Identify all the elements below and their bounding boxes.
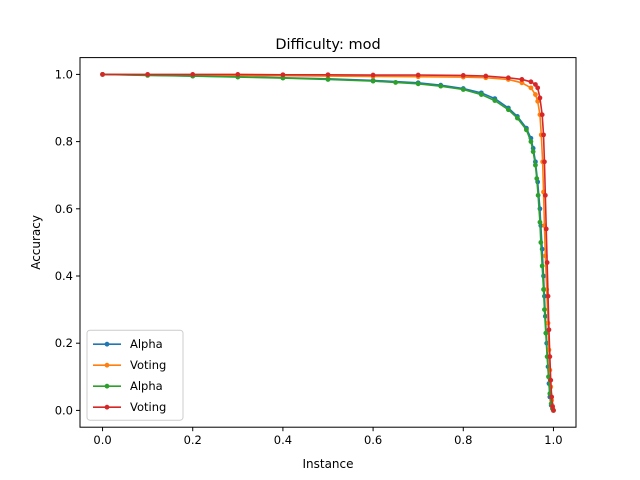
series-3-point	[551, 408, 556, 413]
x-tick-label: 0.6	[364, 433, 382, 447]
series-3-point	[100, 72, 105, 77]
series-2-point	[537, 219, 543, 225]
series-3-point	[541, 132, 546, 138]
series-1-point	[533, 92, 538, 97]
series-2-point	[538, 240, 544, 245]
series-1-point	[535, 98, 541, 104]
series-2-point	[533, 162, 538, 168]
series-3-point	[505, 75, 511, 81]
series-3-point	[535, 85, 541, 91]
legend-item: Voting	[93, 358, 166, 372]
series-2-point	[528, 139, 534, 145]
series-2-point	[438, 83, 444, 89]
series-2-point	[460, 87, 466, 92]
legend-swatch-marker	[104, 362, 110, 368]
y-axis-label: Accuracy	[29, 215, 43, 270]
series-3-point	[528, 79, 534, 85]
series-3-point	[537, 95, 543, 101]
series-3-point	[549, 394, 555, 400]
legend-label: Voting	[130, 358, 166, 372]
series-2	[100, 72, 556, 413]
series-3-point	[370, 72, 376, 78]
legend-swatch-marker	[104, 383, 110, 389]
legend-swatch-marker	[104, 404, 110, 410]
x-tick-label: 0.8	[454, 433, 472, 447]
series-3-point	[547, 354, 553, 360]
legend: Alpha Voting Alpha Voting	[86, 329, 184, 421]
legend-item: Voting	[93, 400, 166, 414]
series-2-point	[505, 107, 511, 113]
series-1-point	[528, 85, 534, 91]
axes-frame	[79, 57, 577, 428]
series-2-point	[478, 92, 484, 97]
series-2-point	[415, 81, 421, 87]
x-tick-label: 0.2	[184, 433, 202, 447]
series-3-point	[548, 377, 554, 383]
legend-box	[86, 329, 184, 421]
y-tick-label: 0.0	[55, 403, 73, 417]
y-tick-label: 0.6	[55, 202, 73, 216]
series-2-point	[534, 176, 540, 181]
x-tick-label: 1.0	[544, 433, 562, 447]
y-tick-label: 0.4	[55, 269, 73, 283]
series-3	[100, 72, 556, 413]
series-3-point	[544, 260, 550, 265]
legend-label: Voting	[130, 400, 166, 414]
series-2-point	[524, 127, 529, 133]
series-2-point	[393, 80, 399, 85]
series-3-point	[542, 192, 548, 198]
series-2-point	[530, 149, 536, 155]
series-3-point	[190, 72, 196, 77]
series-3-point	[546, 327, 552, 333]
series-3-point	[145, 72, 151, 77]
series-3-point	[235, 72, 241, 77]
legend-swatch-marker	[104, 341, 110, 347]
series-3-point	[550, 403, 555, 409]
series-2-point	[370, 78, 376, 84]
x-axis-label: Instance	[302, 457, 353, 471]
series-2-point	[535, 192, 541, 198]
series-2-point	[325, 77, 331, 82]
axis-ticks: 0.0 0.2 0.4 0.6 0.8 1.0 0.0 0.2 0.4 0.6 0.8 1.0	[55, 67, 563, 447]
legend-item: Alpha	[93, 379, 163, 393]
series-3-point	[325, 72, 331, 78]
series-3-point	[542, 159, 547, 165]
series-1-point	[519, 80, 525, 86]
legend-item: Alpha	[93, 337, 163, 351]
x-tick-label: 0.0	[93, 433, 111, 447]
series-2-point	[280, 75, 286, 81]
series-3-point	[483, 73, 489, 79]
series-2-point	[541, 287, 546, 292]
series-2-point	[539, 263, 545, 269]
series-2-point	[492, 98, 498, 104]
legend-label: Alpha	[130, 337, 163, 351]
plot-area	[100, 72, 556, 413]
y-tick-label: 0.2	[55, 336, 73, 350]
legend-label: Alpha	[130, 379, 163, 393]
series-3-point	[533, 82, 538, 87]
series-2-point	[542, 307, 547, 312]
series-3-point	[519, 77, 525, 82]
series-3-point	[460, 73, 466, 78]
series-2-point	[543, 330, 549, 336]
y-tick-label: 1.0	[55, 67, 73, 81]
series-2-point	[514, 115, 520, 121]
series-3-point	[280, 72, 286, 78]
series-3-point	[539, 112, 545, 118]
series-3-point	[545, 293, 551, 299]
x-tick-label: 0.4	[274, 433, 292, 447]
chart-title: Difficulty: mod	[275, 37, 380, 53]
series-3-point	[543, 226, 549, 232]
series-2-point	[546, 374, 551, 380]
y-tick-label: 0.8	[55, 135, 73, 149]
series-3-point	[415, 72, 421, 78]
